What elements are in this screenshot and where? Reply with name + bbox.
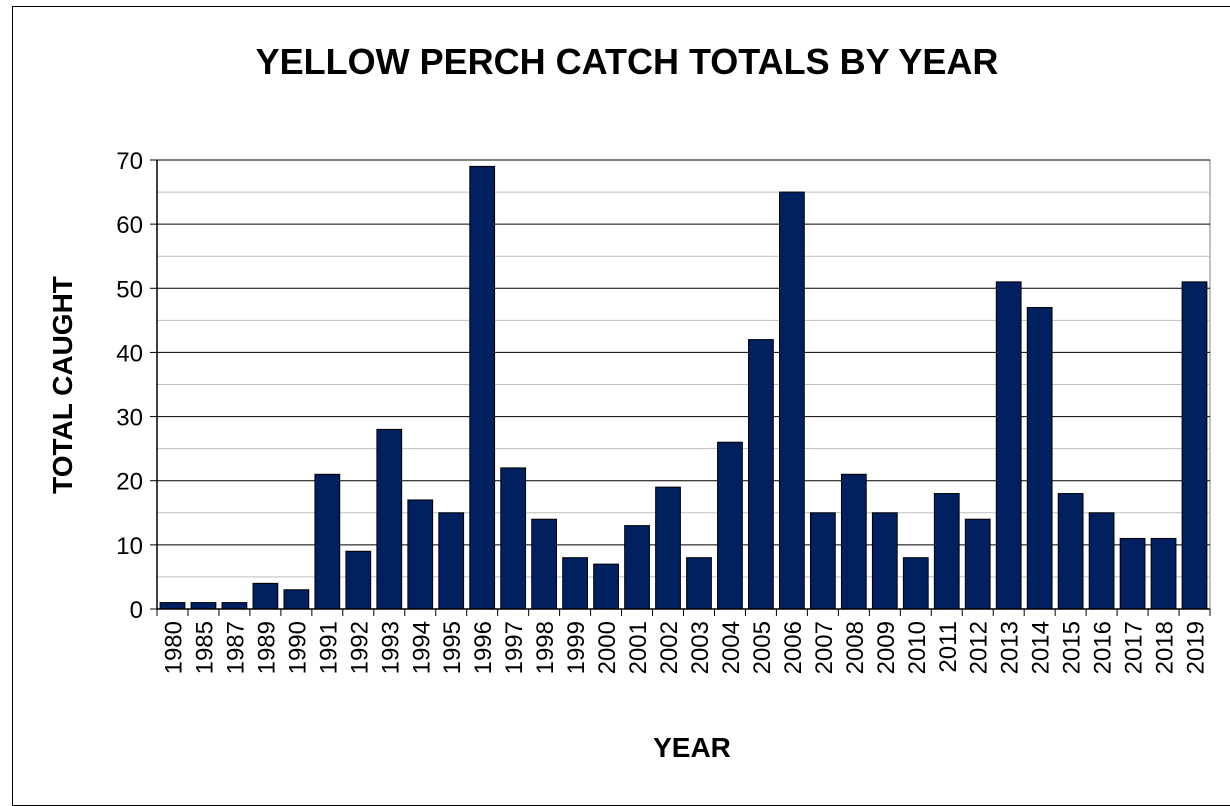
bar-1996 [469,165,496,610]
x-tick-label-1996: 1996 [470,621,497,674]
x-tick-label-1991: 1991 [315,621,342,674]
bar-1994 [407,499,434,610]
bar-2012 [964,518,991,610]
bar-2005 [748,339,774,610]
y-tick-label: 30 [116,405,143,432]
x-tick-label-1990: 1990 [284,621,311,674]
x-axis-ticks: 1980 1985 1987 1989 1990 1991 1992 1993 1994 1995… [156,609,1211,674]
bar-1992 [345,550,372,610]
bar-1985 [190,602,217,610]
y-tick-label: 10 [116,533,143,560]
x-tick-label-2006: 2006 [780,621,807,674]
x-tick-label-2017: 2017 [1121,621,1148,674]
bar-2016 [1088,512,1115,610]
bar-2004 [717,441,743,610]
x-tick-label-2011: 2011 [935,621,962,673]
chart-title: YELLOW PERCH CATCH TOTALS BY YEAR [256,41,999,82]
x-tick-label-2008: 2008 [842,621,869,674]
bar-2003 [686,557,712,610]
bars [159,165,1208,610]
y-tick-label: 40 [116,340,143,367]
bar-2006 [779,191,805,610]
bar-2014 [1026,307,1053,610]
bar-1990 [283,589,310,610]
bar-1997 [500,467,527,610]
bar-2007 [809,512,836,610]
x-tick-label-2001: 2001 [625,621,652,674]
x-tick-label-2007: 2007 [811,621,838,674]
x-tick-label-2010: 2010 [904,621,931,674]
x-tick-label-2009: 2009 [873,621,900,674]
y-axis-ticks: 0 10 20 30 40 50 60 70 [116,148,157,624]
x-tick-label-2003: 2003 [687,621,714,674]
x-tick-label-1999: 1999 [563,621,590,674]
x-tick-label-2004: 2004 [718,621,745,674]
plot-area: 0 10 20 30 40 50 60 70 1980 1985 1987 1989 1990 1991… [116,148,1211,674]
bar-2002 [655,486,681,610]
x-tick-label-2018: 2018 [1152,621,1179,674]
x-tick-label-1998: 1998 [532,621,559,674]
bar-1999 [562,557,588,610]
bar-2000 [593,563,619,610]
x-tick-label-1997: 1997 [501,621,528,674]
x-tick-label-1987: 1987 [222,621,249,674]
y-tick-label: 60 [116,212,143,239]
bar-1993 [376,428,403,610]
x-tick-label-1995: 1995 [439,621,466,674]
y-tick-label: 70 [116,148,143,175]
bar-2011 [933,493,960,610]
bar-2019 [1181,281,1208,610]
bar-2018 [1150,537,1177,610]
bar-2015 [1057,493,1084,610]
bar-2017 [1119,537,1146,610]
y-tick-label: 50 [116,276,143,303]
x-tick-label-2014: 2014 [1028,621,1055,674]
x-tick-label-1985: 1985 [191,621,218,674]
x-tick-label-1993: 1993 [377,621,404,674]
x-tick-label-2016: 2016 [1090,621,1117,674]
bar-1998 [531,518,558,610]
x-tick-label-2000: 2000 [594,621,621,674]
x-tick-label-2019: 2019 [1183,621,1210,674]
bar-1987 [221,602,248,610]
y-tick-label: 0 [130,597,143,624]
x-tick-label-1992: 1992 [346,621,373,674]
bar-1989 [252,582,279,610]
x-tick-label-1994: 1994 [408,621,435,674]
bar-2009 [871,512,898,610]
y-axis-title: TOTAL CAUGHT [47,276,78,494]
x-axis-title: YEAR [653,732,731,763]
bar-2010 [902,557,929,610]
y-tick-label: 20 [116,469,143,496]
bar-1980 [159,602,186,610]
x-tick-label-1980: 1980 [160,621,187,674]
x-tick-label-2012: 2012 [966,621,993,674]
x-tick-label-2013: 2013 [997,621,1024,674]
bar-2001 [624,525,650,610]
x-tick-label-2002: 2002 [656,621,683,674]
x-tick-label-1989: 1989 [253,621,280,674]
x-tick-label-2005: 2005 [749,621,776,674]
bar-2013 [995,281,1022,610]
bar-1995 [438,512,465,610]
x-tick-label-2015: 2015 [1059,621,1086,674]
bar-2008 [840,473,867,610]
bar-1991 [314,473,341,610]
